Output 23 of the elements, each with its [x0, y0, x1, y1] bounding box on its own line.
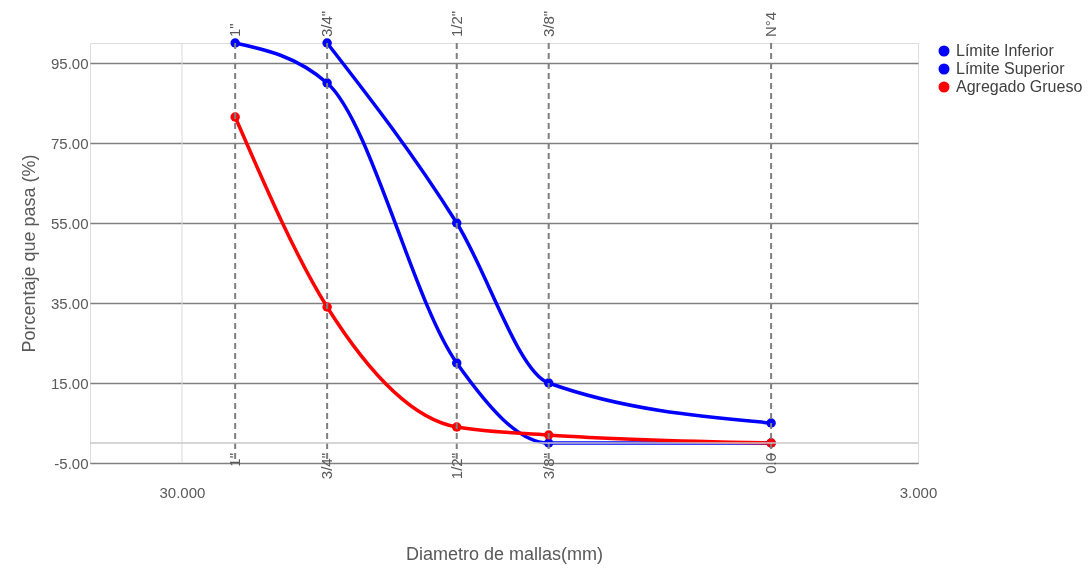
legend-label: Límite Inferior — [956, 42, 1055, 59]
y-tick-label: 95.00 — [50, 54, 89, 72]
annotation: 3/4" — [318, 453, 336, 480]
y-axis-title: Porcentaje que pasa (%) — [18, 154, 39, 353]
x-tick-label: 30.000 — [159, 483, 206, 501]
x-axis-title: Diametro de mallas(mm) — [405, 543, 604, 564]
legend-label: Límite Superior — [956, 60, 1066, 77]
annotation: 3/8" — [539, 453, 557, 480]
legend-label: Agregado Grueso — [956, 78, 1083, 95]
y-tick-label: 55.00 — [50, 214, 89, 232]
annotation: 3/4" — [318, 10, 336, 37]
y-tick-label: 35.00 — [50, 294, 89, 312]
annotation: 1/2" — [447, 453, 465, 480]
annotation: 3/8" — [539, 10, 557, 37]
annotation: 1" — [226, 453, 244, 467]
annotation: N°4 — [762, 11, 780, 37]
annotation: 0.0 — [762, 453, 780, 474]
annotation: 1" — [226, 23, 244, 37]
annotation: 1/2" — [447, 10, 465, 37]
y-tick-label: 75.00 — [50, 134, 89, 152]
x-tick-label: 3.000 — [899, 483, 938, 501]
y-tick-label: 15.00 — [50, 374, 89, 392]
y-tick-label: -5.00 — [54, 454, 89, 472]
